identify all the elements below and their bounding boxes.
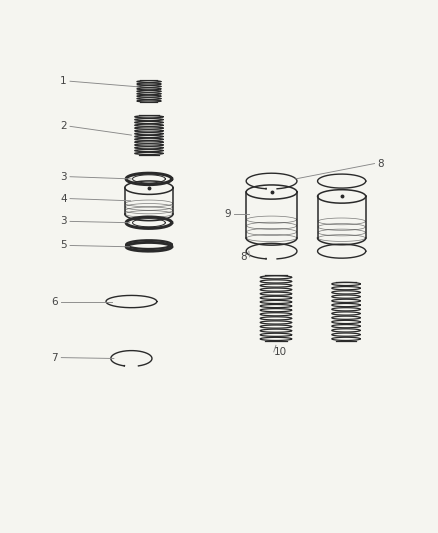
Text: 5: 5 xyxy=(60,240,67,251)
Text: 1: 1 xyxy=(60,76,67,86)
Text: 7: 7 xyxy=(51,353,58,362)
Text: 9: 9 xyxy=(224,209,231,219)
Text: 3: 3 xyxy=(60,172,67,182)
Text: 8: 8 xyxy=(378,159,385,168)
Text: 10: 10 xyxy=(274,347,287,357)
Text: 4: 4 xyxy=(60,193,67,204)
Text: 2: 2 xyxy=(60,122,67,131)
Text: 3: 3 xyxy=(60,216,67,227)
Text: 8: 8 xyxy=(240,252,247,262)
Text: 6: 6 xyxy=(51,296,58,306)
